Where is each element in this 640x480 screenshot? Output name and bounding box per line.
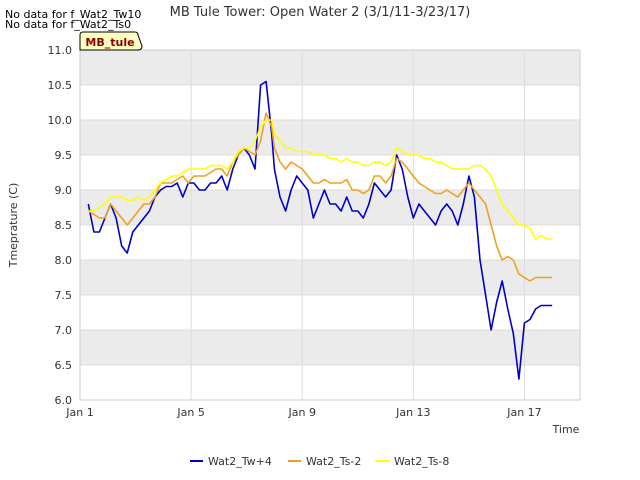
- x-tick-label: Jan 9: [287, 406, 315, 419]
- x-tick-label: Jan 17: [506, 406, 541, 419]
- series-line-wat2-ts-2: [87, 112, 553, 282]
- x-tick-label: Jan 5: [176, 406, 204, 419]
- y-tick-label: 9.0: [55, 184, 73, 197]
- y-tick-label: 11.0: [48, 44, 73, 57]
- grid-band: [80, 50, 580, 85]
- y-tick-label: 8.0: [55, 254, 73, 267]
- y-tick-label: 10.5: [48, 79, 73, 92]
- y-tick-label: 9.5: [55, 149, 73, 162]
- legend-label: Wat2_Ts-2: [306, 455, 361, 468]
- x-tick-label: Jan 13: [395, 406, 430, 419]
- x-axis-label: Time: [552, 423, 580, 436]
- y-tick-label: 6.0: [55, 394, 73, 407]
- mb-tule-tag: MB_tule: [79, 31, 143, 51]
- x-tick-label: Jan 1: [65, 406, 93, 419]
- chart-title: MB Tule Tower: Open Water 2 (3/1/11-3/23…: [170, 5, 471, 20]
- y-tick-label: 6.5: [55, 359, 73, 372]
- no-data-note-2: No data for f_Wat2_Ts0: [5, 18, 132, 31]
- series-line-wat2-ts-8: [88, 119, 553, 240]
- grid-band: [80, 330, 580, 365]
- series-line-wat2-tw-4: [87, 80, 553, 380]
- grid-band: [80, 120, 580, 155]
- y-tick-label: 8.5: [55, 219, 73, 232]
- legend: Wat2_Tw+4 Wat2_Ts-2 Wat2_Ts-8: [190, 455, 449, 468]
- no-data-note-1: No data for f_Wat2_Tw10: [5, 8, 142, 21]
- legend-label: Wat2_Tw+4: [208, 455, 272, 468]
- tag-label: MB_tule: [85, 36, 134, 49]
- plot-frame: [79, 49, 581, 401]
- y-tick-label: 10.0: [48, 114, 73, 127]
- grid-band: [80, 190, 580, 225]
- legend-label: Wat2_Ts-8: [394, 455, 449, 468]
- y-tick-label: 7.0: [55, 324, 73, 337]
- tag-box: [79, 31, 143, 51]
- grid-band: [80, 260, 580, 295]
- y-axis-label: Tmeprature (C): [7, 183, 20, 269]
- y-tick-label: 7.5: [55, 289, 73, 302]
